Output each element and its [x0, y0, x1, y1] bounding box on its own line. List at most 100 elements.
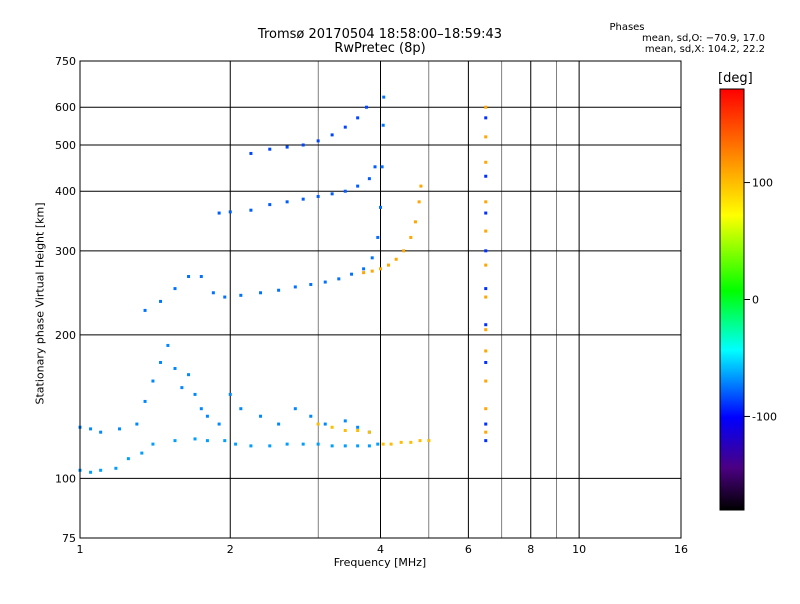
- y-tick-label: 400: [55, 185, 76, 198]
- data-point: [379, 267, 382, 271]
- data-point: [484, 229, 488, 233]
- data-point: [293, 407, 297, 411]
- data-point: [99, 468, 103, 472]
- y-axis-label: Stationary phase Virtual Height [km]: [33, 202, 47, 405]
- data-point: [330, 192, 334, 196]
- data-point: [379, 205, 382, 209]
- data-point: [350, 272, 354, 276]
- x-tick-label: 2: [227, 543, 234, 556]
- data-point: [143, 399, 147, 403]
- data-point: [205, 439, 209, 443]
- data-point: [316, 422, 320, 426]
- data-point: [249, 444, 253, 448]
- colorbar-tick-label: 0: [752, 294, 759, 307]
- data-point: [356, 116, 360, 120]
- data-point: [484, 249, 488, 253]
- x-tick-label: 1: [77, 543, 84, 556]
- data-point: [484, 439, 488, 443]
- data-point: [285, 200, 289, 204]
- data-point: [484, 360, 488, 364]
- data-point: [419, 184, 423, 188]
- data-point: [223, 295, 227, 299]
- y-tick-label: 750: [55, 55, 76, 68]
- data-point: [409, 235, 413, 239]
- data-point: [356, 429, 360, 433]
- data-point: [484, 174, 488, 178]
- colorbar-label: [deg]: [718, 71, 753, 86]
- data-point: [484, 422, 488, 426]
- data-point: [285, 442, 289, 446]
- data-point: [316, 442, 320, 446]
- data-point: [259, 291, 263, 295]
- data-point: [118, 427, 122, 431]
- data-point: [484, 379, 488, 383]
- data-point: [126, 457, 130, 461]
- data-point: [277, 288, 281, 292]
- data-point: [89, 470, 93, 474]
- data-point: [180, 386, 184, 390]
- data-point: [143, 308, 147, 312]
- data-point: [211, 291, 215, 295]
- data-point: [484, 323, 488, 327]
- data-point: [386, 263, 390, 267]
- chart-subtitle: RwPretec (8p): [334, 41, 426, 56]
- y-tick-label: 200: [55, 329, 76, 342]
- data-point: [301, 143, 305, 147]
- data-point: [99, 430, 103, 434]
- data-point: [484, 116, 488, 120]
- data-point: [399, 440, 403, 444]
- x-tick-label: 8: [527, 543, 534, 556]
- data-point: [223, 439, 227, 443]
- data-point: [323, 422, 327, 426]
- data-point: [268, 203, 272, 207]
- stats-heading: Phases: [609, 22, 645, 33]
- stats-x-mode: mean, sd,X: 104.2, 22.2: [644, 44, 765, 55]
- data-point: [376, 442, 380, 446]
- x-tick-label: 10: [572, 543, 586, 556]
- data-point: [413, 220, 417, 224]
- data-point: [239, 407, 243, 411]
- data-point: [199, 275, 203, 279]
- data-point: [365, 105, 369, 109]
- plot-frame: [79, 60, 682, 539]
- data-point: [135, 422, 139, 426]
- data-point: [173, 366, 177, 370]
- data-point: [484, 211, 488, 215]
- data-point: [484, 287, 488, 291]
- data-point: [343, 429, 347, 433]
- data-point: [394, 257, 398, 261]
- data-point: [301, 442, 305, 446]
- data-point: [166, 343, 170, 347]
- data-point: [140, 451, 144, 455]
- data-point: [381, 123, 385, 127]
- data-point: [239, 293, 243, 297]
- data-point: [234, 442, 238, 446]
- data-point: [277, 422, 281, 426]
- data-point: [356, 184, 360, 188]
- data-point: [367, 444, 371, 448]
- data-point: [228, 392, 232, 396]
- data-point: [330, 444, 334, 448]
- data-point: [427, 439, 431, 443]
- x-tick-label: 4: [377, 543, 384, 556]
- data-point: [293, 285, 297, 289]
- data-point: [484, 160, 488, 164]
- y-tick-label: 300: [55, 245, 76, 258]
- data-point: [484, 135, 488, 139]
- data-point: [373, 165, 377, 169]
- data-point: [402, 249, 406, 253]
- data-point: [193, 437, 197, 441]
- data-point: [484, 200, 488, 204]
- data-point: [356, 425, 360, 429]
- data-point: [193, 392, 197, 396]
- data-point: [362, 271, 366, 275]
- stats-o-mode: mean, sd,O: −70.9, 17.0: [642, 33, 765, 44]
- data-point: [173, 439, 177, 443]
- data-point: [370, 269, 374, 273]
- data-point: [187, 275, 191, 279]
- y-tick-label: 500: [55, 139, 76, 152]
- x-tick-label: 6: [465, 543, 472, 556]
- data-point: [356, 444, 360, 448]
